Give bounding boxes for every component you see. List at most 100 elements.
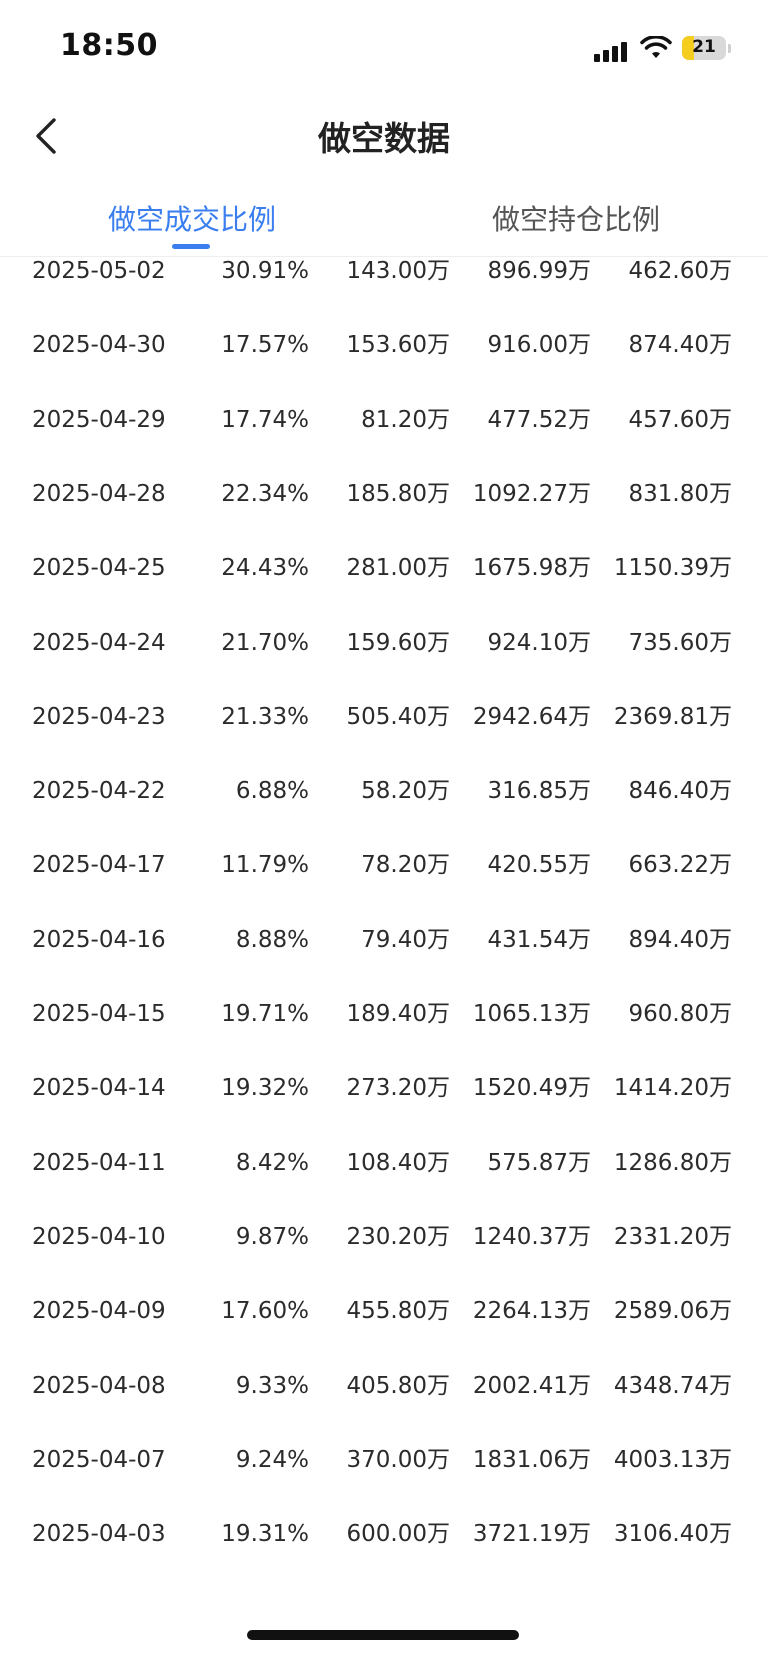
status-time: 18:50 [60,28,158,63]
row-short-ratio: 6.88% [235,778,309,805]
row-short-ratio: 21.33% [221,703,309,730]
table-row[interactable]: 2025-04-22 6.88% 58.20万 316.85万 846.40万 [0,752,768,830]
row-total-volume: 575.87万 [487,1149,591,1176]
row-total-volume: 1065.13万 [472,1001,591,1027]
row-short-volume: 153.60万 [346,332,450,359]
row-total-volume: 2942.64万 [472,703,591,730]
short-data-list[interactable]: 2025-05-02 30.91% 143.00万 896.99万 462.60万 202… [0,256,768,1663]
row-short-ratio: 19.32% [221,1075,309,1102]
row-short-ratio: 22.34% [221,480,309,507]
row-total-volume: 431.54万 [487,926,591,953]
row-short-volume: 505.40万 [346,703,450,730]
row-short-volume: 600.00万 [346,1521,450,1548]
row-short-volume: 273.20万 [346,1075,450,1102]
row-short-volume: 143.00万 [346,258,450,284]
row-date: 2025-04-28 [32,480,166,507]
table-row[interactable]: 2025-04-28 22.34% 185.80万 1092.27万 831.80万 [0,455,768,533]
row-short-volume: 230.20万 [346,1223,450,1250]
row-short-position: 663.22万 [628,852,732,879]
table-row[interactable]: 2025-04-07 9.24% 370.00万 1831.06万 4003.13万 [0,1421,768,1499]
battery-icon: 21 [682,36,726,60]
status-bar: 18:50 21 [0,0,768,100]
row-date: 2025-04-15 [32,1001,166,1027]
row-short-position: 457.60万 [628,406,732,433]
battery-tip [728,44,731,53]
row-short-volume: 185.80万 [346,480,450,507]
row-short-position: 874.40万 [628,332,732,359]
table-row[interactable]: 2025-04-25 24.43% 281.00万 1675.98万 1150.39万 [0,529,768,607]
table-row[interactable]: 2025-04-08 9.33% 405.80万 2002.41万 4348.74万 [0,1347,768,1425]
tab-short-volume-ratio[interactable]: 做空成交比例 [107,203,276,236]
table-row[interactable]: 2025-04-14 19.32% 273.20万 1520.49万 1414.20万 [0,1049,768,1127]
row-total-volume: 316.85万 [487,778,591,805]
table-row[interactable]: 2025-04-23 21.33% 505.40万 2942.64万 2369.81万 [0,678,768,756]
row-date: 2025-04-22 [32,778,166,805]
row-short-ratio: 9.33% [235,1372,309,1399]
row-total-volume: 896.99万 [487,258,591,284]
row-date: 2025-04-25 [32,555,166,582]
row-date: 2025-04-30 [32,332,166,359]
tab-short-position-ratio[interactable]: 做空持仓比例 [491,203,660,236]
row-total-volume: 2264.13万 [472,1298,591,1325]
row-short-volume: 281.00万 [346,555,450,582]
row-date: 2025-04-03 [32,1521,166,1548]
row-total-volume: 3721.19万 [472,1521,591,1548]
row-short-position: 2369.81万 [613,703,732,730]
table-row[interactable]: 2025-04-09 17.60% 455.80万 2264.13万 2589.06万 [0,1272,768,1350]
row-short-ratio: 19.31% [221,1521,309,1548]
table-row[interactable]: 2025-04-24 21.70% 159.60万 924.10万 735.60万 [0,604,768,682]
row-short-position: 1286.80万 [613,1149,732,1176]
table-row[interactable]: 2025-04-17 11.79% 78.20万 420.55万 663.22万 [0,826,768,904]
row-total-volume: 1520.49万 [472,1075,591,1102]
row-short-position: 831.80万 [628,480,732,507]
row-date: 2025-04-14 [32,1075,166,1102]
row-short-volume: 370.00万 [346,1446,450,1473]
row-total-volume: 1831.06万 [472,1446,591,1473]
table-row[interactable]: 2025-05-02 30.91% 143.00万 896.99万 462.60万 [0,256,768,310]
row-total-volume: 477.52万 [487,406,591,433]
row-date: 2025-04-11 [32,1149,166,1176]
row-short-position: 3106.40万 [613,1521,732,1548]
row-short-volume: 159.60万 [346,629,450,656]
table-row[interactable]: 2025-04-15 19.71% 189.40万 1065.13万 960.80万 [0,975,768,1053]
table-row[interactable]: 2025-04-03 19.31% 600.00万 3721.19万 3106.40万 [0,1495,768,1573]
row-date: 2025-04-24 [32,629,166,656]
row-date: 2025-04-09 [32,1298,166,1325]
battery-level: 21 [692,37,716,57]
row-short-position: 1414.20万 [613,1075,732,1102]
row-date: 2025-04-23 [32,703,166,730]
back-button[interactable] [28,114,72,158]
row-total-volume: 1675.98万 [472,555,591,582]
row-short-position: 462.60万 [628,258,732,284]
row-short-ratio: 11.79% [221,852,309,879]
table-row[interactable]: 2025-04-11 8.42% 108.40万 575.87万 1286.80万 [0,1124,768,1202]
row-total-volume: 420.55万 [487,852,591,879]
row-short-position: 4348.74万 [613,1372,732,1399]
row-short-volume: 455.80万 [346,1298,450,1325]
table-row[interactable]: 2025-04-30 17.57% 153.60万 916.00万 874.40万 [0,306,768,384]
row-short-volume: 58.20万 [361,778,450,805]
table-row[interactable]: 2025-04-16 8.88% 79.40万 431.54万 894.40万 [0,901,768,979]
row-short-volume: 108.40万 [346,1149,450,1176]
row-short-position: 960.80万 [628,1001,732,1027]
row-short-ratio: 8.88% [235,926,309,953]
chevron-left-icon [36,118,56,154]
row-short-volume: 405.80万 [346,1372,450,1399]
table-row[interactable]: 2025-04-10 9.87% 230.20万 1240.37万 2331.20万 [0,1198,768,1276]
row-short-ratio: 9.87% [235,1223,309,1250]
nav-bar: 做空数据 [0,100,768,172]
row-short-ratio: 17.60% [221,1298,309,1325]
page-title: 做空数据 [318,119,450,158]
home-indicator[interactable] [247,1630,519,1640]
row-date: 2025-04-08 [32,1372,166,1399]
signal-icon [594,40,628,62]
row-short-position: 894.40万 [628,926,732,953]
tab-bar: 做空成交比例 做空持仓比例 [0,190,768,257]
table-row[interactable]: 2025-04-29 17.74% 81.20万 477.52万 457.60万 [0,381,768,459]
row-total-volume: 1092.27万 [472,480,591,507]
tab-active-indicator [172,244,210,249]
row-short-position: 846.40万 [628,778,732,805]
row-total-volume: 924.10万 [487,629,591,656]
row-short-ratio: 30.91% [221,258,309,284]
row-date: 2025-05-02 [32,258,166,284]
